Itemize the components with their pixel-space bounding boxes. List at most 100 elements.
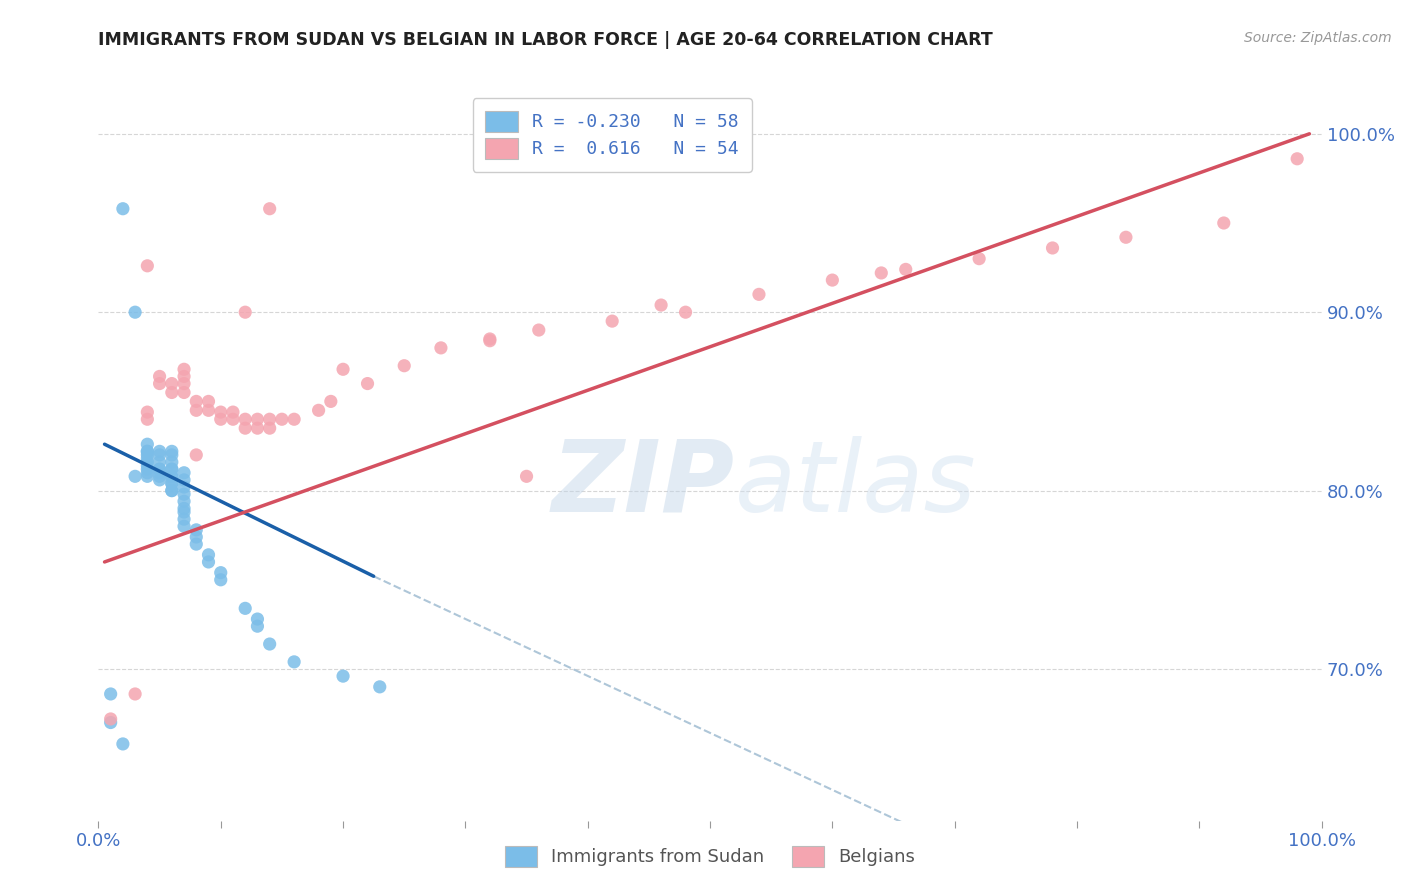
Point — [100, 712, 122, 726]
Point — [478, 334, 501, 348]
Point — [160, 462, 183, 476]
Point — [149, 469, 172, 483]
Point — [100, 715, 122, 730]
Point — [319, 394, 342, 409]
Point — [222, 405, 245, 419]
Point — [136, 259, 159, 273]
Text: IMMIGRANTS FROM SUDAN VS BELGIAN IN LABOR FORCE | AGE 20-64 CORRELATION CHART: IMMIGRANTS FROM SUDAN VS BELGIAN IN LABO… — [98, 31, 993, 49]
Point — [368, 680, 391, 694]
Point — [136, 451, 159, 466]
Point — [173, 376, 195, 391]
Point — [173, 494, 195, 508]
Point — [197, 555, 219, 569]
Point — [160, 483, 183, 498]
Point — [160, 483, 183, 498]
Point — [136, 448, 159, 462]
Point — [821, 273, 844, 287]
Point — [246, 421, 269, 435]
Point — [100, 687, 122, 701]
Point — [209, 566, 232, 580]
Point — [259, 421, 281, 435]
Point — [186, 537, 208, 551]
Point — [136, 444, 159, 458]
Point — [149, 376, 172, 391]
Point — [173, 480, 195, 494]
Point — [270, 412, 294, 426]
Point — [160, 476, 183, 491]
Legend: Immigrants from Sudan, Belgians: Immigrants from Sudan, Belgians — [498, 838, 922, 874]
Point — [136, 469, 159, 483]
Point — [1042, 241, 1064, 255]
Point — [149, 466, 172, 480]
Point — [1286, 152, 1309, 166]
Point — [136, 458, 159, 473]
Point — [259, 202, 281, 216]
Point — [527, 323, 550, 337]
Point — [136, 455, 159, 469]
Point — [173, 385, 195, 400]
Point — [124, 305, 146, 319]
Point — [233, 421, 256, 435]
Point — [186, 530, 208, 544]
Point — [160, 462, 183, 476]
Point — [392, 359, 416, 373]
Point — [186, 448, 208, 462]
Point — [332, 362, 354, 376]
Point — [259, 637, 281, 651]
Point — [149, 462, 172, 476]
Point — [111, 202, 134, 216]
Point — [149, 448, 172, 462]
Point — [197, 403, 219, 417]
Point — [748, 287, 770, 301]
Point — [173, 519, 195, 533]
Point — [149, 455, 172, 469]
Point — [870, 266, 893, 280]
Point — [173, 487, 195, 501]
Point — [308, 403, 330, 417]
Point — [600, 314, 623, 328]
Point — [186, 403, 208, 417]
Point — [332, 669, 354, 683]
Point — [283, 412, 305, 426]
Point — [149, 473, 172, 487]
Point — [136, 412, 159, 426]
Point — [209, 412, 232, 426]
Point — [197, 394, 219, 409]
Point — [173, 369, 195, 384]
Point — [283, 655, 305, 669]
Point — [967, 252, 990, 266]
Point — [149, 369, 172, 384]
Point — [160, 469, 183, 483]
Point — [186, 394, 208, 409]
Point — [246, 412, 269, 426]
Point — [124, 469, 146, 483]
Point — [259, 412, 281, 426]
Point — [160, 385, 183, 400]
Point — [650, 298, 672, 312]
Point — [197, 548, 219, 562]
Point — [246, 619, 269, 633]
Point — [160, 376, 183, 391]
Point — [222, 412, 245, 426]
Point — [233, 305, 256, 319]
Point — [136, 437, 159, 451]
Point — [1115, 230, 1137, 244]
Point — [430, 341, 453, 355]
Point — [209, 405, 232, 419]
Point — [136, 462, 159, 476]
Point — [124, 687, 146, 701]
Point — [1212, 216, 1234, 230]
Point — [356, 376, 378, 391]
Point — [209, 573, 232, 587]
Point — [233, 412, 256, 426]
Point — [136, 405, 159, 419]
Text: ZIP: ZIP — [551, 435, 734, 533]
Point — [160, 476, 183, 491]
Text: Source: ZipAtlas.com: Source: ZipAtlas.com — [1244, 31, 1392, 45]
Point — [173, 473, 195, 487]
Point — [173, 512, 195, 526]
Point — [111, 737, 134, 751]
Point — [173, 466, 195, 480]
Point — [246, 612, 269, 626]
Point — [173, 505, 195, 519]
